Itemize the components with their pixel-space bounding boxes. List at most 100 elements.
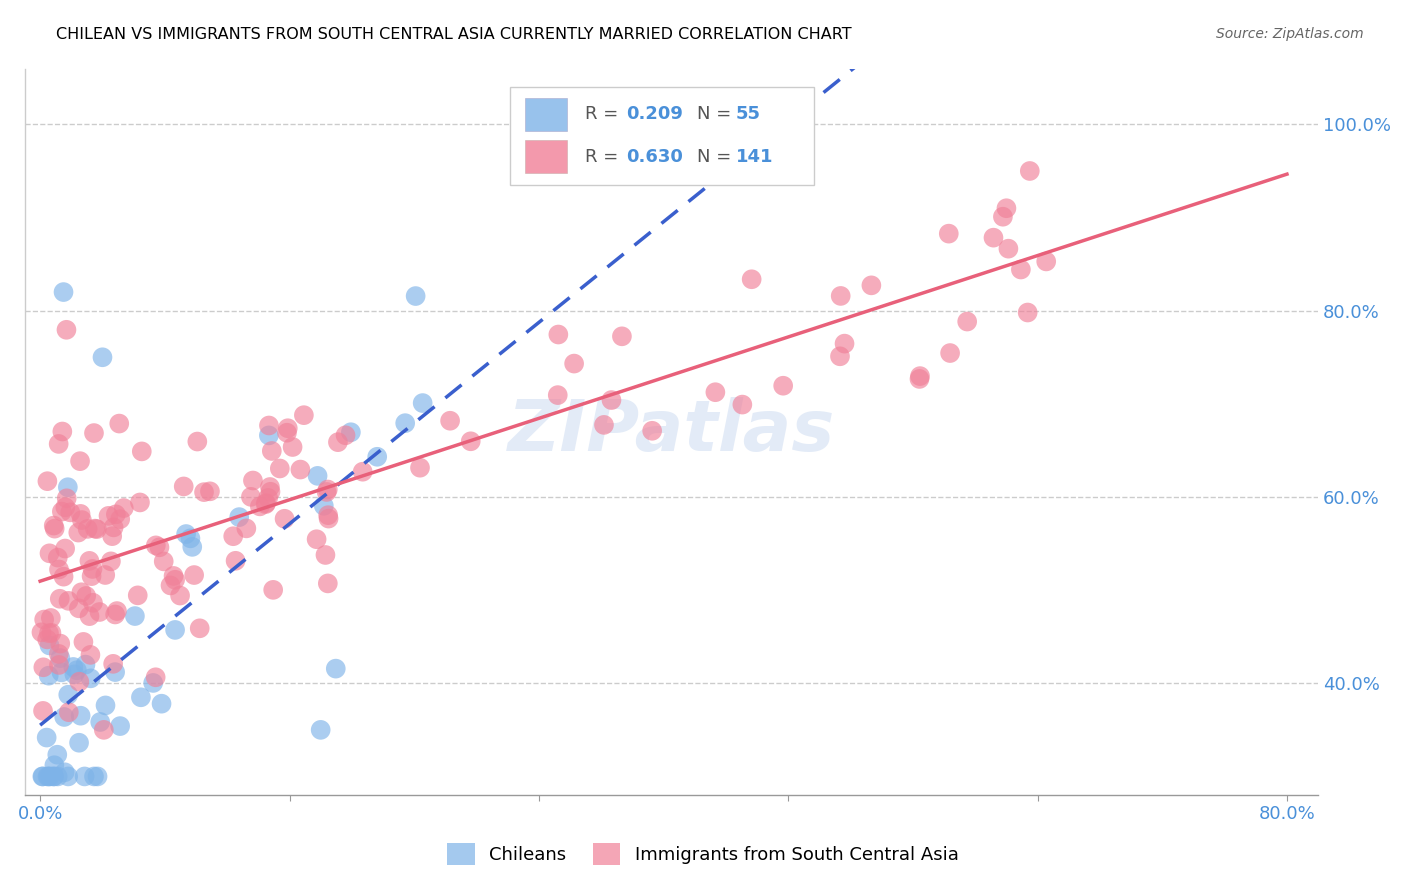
Point (108, 719, 131, 733)
Point (38, 639, 60, 653)
Point (94, 698, 117, 713)
Point (152, 554, 174, 568)
Point (42, 518, 65, 533)
Point (225, 554, 247, 568)
Point (103, 520, 125, 534)
Point (262, 582, 284, 597)
Point (49, 591, 72, 606)
Point (46, 550, 69, 565)
Point (69, 454, 91, 468)
Point (44, 758, 66, 772)
Text: 0.630: 0.630 (626, 148, 683, 166)
Point (48, 562, 70, 576)
Point (181, 540, 204, 554)
Point (254, 496, 277, 510)
Point (257, 428, 280, 442)
Point (69, 507, 91, 521)
Point (58, 688, 80, 702)
Point (49, 651, 72, 665)
Point (48, 647, 70, 661)
Point (104, 508, 127, 522)
Point (101, 529, 124, 543)
Point (32, 704, 55, 718)
Point (235, 521, 257, 535)
Point (59, 505, 82, 519)
Point (38, 668, 60, 682)
FancyBboxPatch shape (526, 140, 567, 173)
Point (412, 396, 434, 410)
Point (89, 605, 111, 619)
Point (860, 278, 883, 293)
Point (39, 769, 62, 783)
Point (82, 562, 104, 576)
Point (67, 525, 90, 540)
Point (32, 613, 55, 627)
Point (75, 657, 97, 672)
Point (31, 769, 53, 783)
Point (46, 769, 69, 783)
Point (394, 416, 416, 430)
FancyBboxPatch shape (526, 98, 567, 131)
Point (42, 769, 65, 783)
Point (101, 657, 124, 671)
Point (66, 663, 89, 677)
Point (97, 508, 120, 523)
Point (53, 541, 76, 556)
Text: R =: R = (585, 105, 624, 123)
Point (70, 585, 93, 599)
Point (276, 425, 298, 440)
Point (105, 604, 128, 618)
Point (49, 637, 72, 651)
Point (79, 554, 101, 568)
Point (76, 522, 98, 536)
Text: 141: 141 (735, 148, 773, 166)
Point (52, 569, 75, 583)
Point (48, 437, 70, 451)
Text: ZIPatlas: ZIPatlas (508, 397, 835, 467)
Point (281, 440, 304, 454)
Point (991, 210, 1014, 224)
Point (124, 609, 146, 624)
Point (44, 522, 66, 536)
Point (174, 527, 197, 541)
Point (547, 388, 569, 402)
Point (312, 499, 335, 513)
Point (547, 327, 569, 342)
Point (51, 425, 73, 439)
Point (93, 723, 115, 737)
Point (997, 242, 1019, 256)
Point (86, 522, 108, 536)
Point (316, 508, 339, 523)
Text: N =: N = (697, 148, 737, 166)
Point (37, 769, 59, 783)
Point (314, 548, 336, 562)
Point (290, 462, 312, 476)
Point (55, 491, 77, 506)
Point (259, 484, 281, 499)
Point (83, 425, 105, 440)
Point (41, 625, 63, 640)
Point (31, 769, 53, 783)
Point (828, 349, 851, 363)
Point (55, 323, 77, 337)
Point (72, 635, 94, 649)
Point (562, 357, 585, 371)
Point (46, 747, 69, 762)
Point (69, 708, 91, 723)
Text: Source: ZipAtlas.com: Source: ZipAtlas.com (1216, 27, 1364, 41)
Point (58, 594, 80, 608)
Text: CHILEAN VS IMMIGRANTS FROM SOUTH CENTRAL ASIA CURRENTLY MARRIED CORRELATION CHAR: CHILEAN VS IMMIGRANTS FROM SOUTH CENTRAL… (56, 27, 852, 42)
Point (159, 578, 181, 592)
Point (593, 417, 616, 432)
Point (242, 474, 264, 488)
Point (239, 490, 262, 504)
Point (79, 671, 101, 685)
Point (70, 513, 93, 527)
Point (89, 714, 111, 729)
Point (129, 495, 152, 509)
Point (110, 512, 132, 526)
Point (309, 723, 332, 737)
Point (460, 434, 482, 449)
Point (79, 648, 101, 662)
Point (316, 483, 339, 497)
